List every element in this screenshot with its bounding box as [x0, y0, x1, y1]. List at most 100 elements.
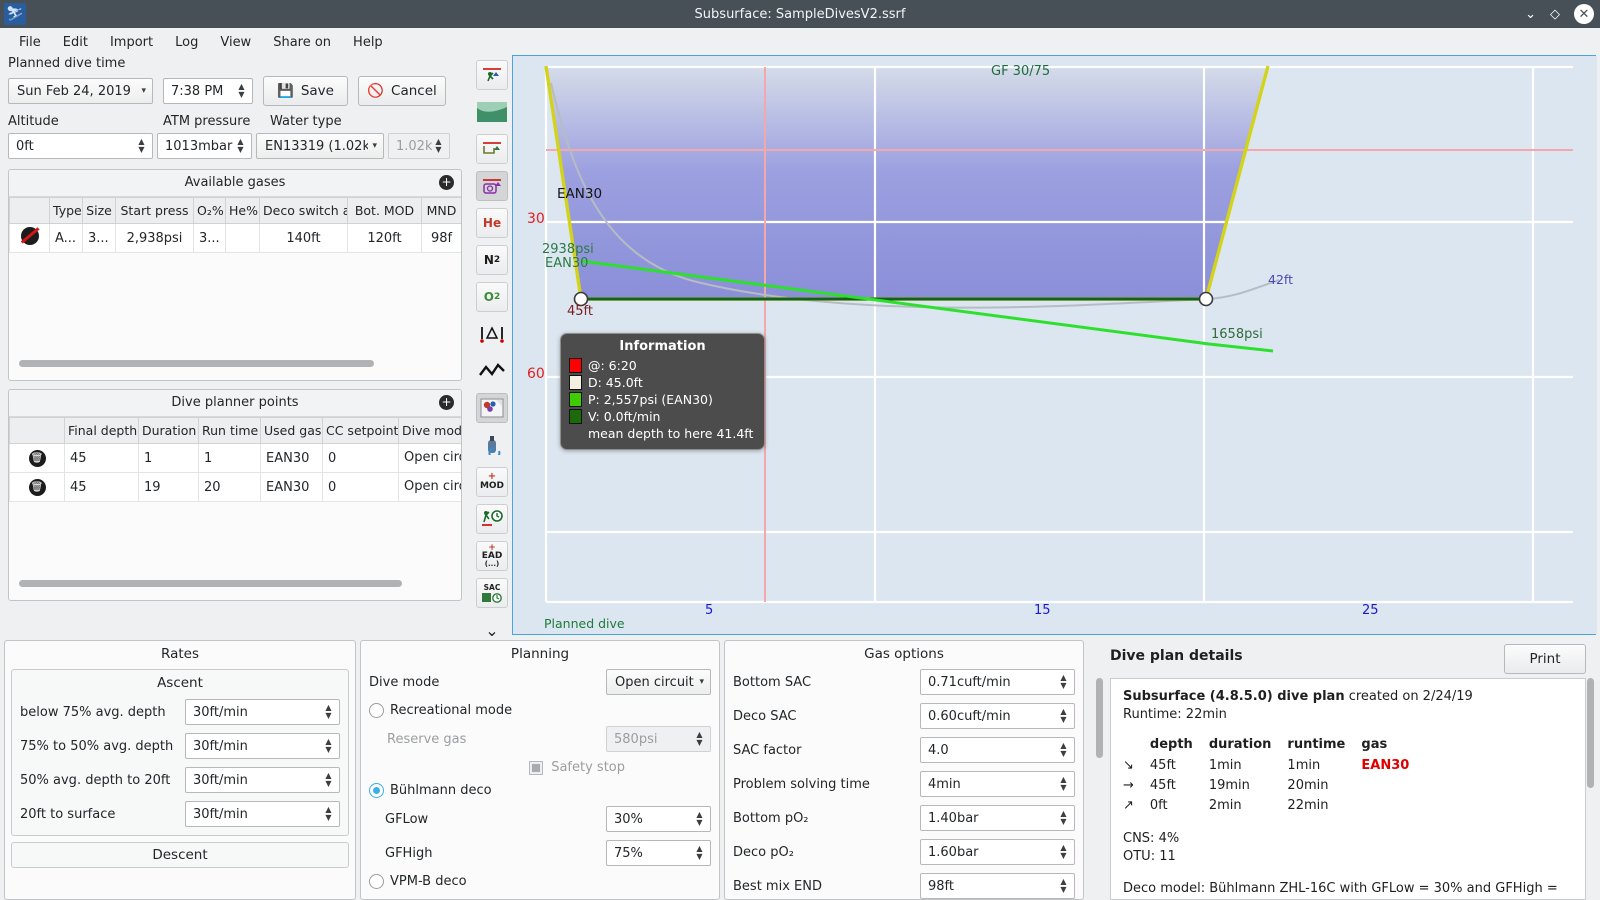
spinner-arrows-icon[interactable]: ▲ ▼ [237, 137, 244, 154]
cell-duration[interactable]: 1 [138, 443, 199, 473]
table-row[interactable]: A... 3... 2,938psi 3... 140ft 120ft 98f [9, 223, 461, 253]
col-run-time[interactable]: Run time [198, 417, 261, 444]
cell-he[interactable] [225, 223, 260, 253]
cell-used-gas[interactable]: EAN30 [260, 443, 323, 473]
planner-points-hscrollbar[interactable] [9, 579, 461, 588]
rate-20ft-to-surface-input[interactable]: 30ft/min ▲ ▼ [185, 801, 340, 827]
spinner-arrows-icon[interactable]: ▲ ▼ [325, 737, 332, 754]
sac-factor-input[interactable]: 4.0 ▲ ▼ [920, 737, 1075, 763]
deltas-icon[interactable] [476, 319, 508, 349]
bottom-po2-input[interactable]: 1.40bar ▲ ▼ [920, 805, 1075, 831]
dive-profile-icon[interactable] [476, 60, 508, 90]
col-icon[interactable] [9, 197, 50, 224]
spinner-arrows-icon[interactable]: ▲ ▼ [325, 703, 332, 720]
dive-time-spinbox[interactable]: 7:38 PM ▲ ▼ [163, 78, 253, 104]
sac-icon[interactable]: SAC [476, 578, 508, 608]
menu-share-on[interactable]: Share on [273, 34, 332, 50]
no-gas-icon[interactable] [9, 223, 50, 253]
cell-duration[interactable]: 19 [138, 472, 199, 502]
recreational-mode-radio[interactable] [369, 703, 384, 718]
col-mnd[interactable]: MND [421, 197, 461, 224]
best-mix-end-input[interactable]: 98ft ▲ ▼ [920, 873, 1075, 899]
spinner-arrows-icon[interactable]: ▲ ▼ [696, 844, 703, 861]
spinner-arrows-icon[interactable]: ▲ ▼ [1060, 843, 1067, 860]
tissue-graph-icon[interactable] [476, 356, 508, 386]
maximize-icon[interactable]: ◇ [1550, 6, 1560, 22]
col-deco-switch[interactable]: Deco switch at [259, 197, 348, 224]
spinner-arrows-icon[interactable]: ▲ ▼ [1060, 673, 1067, 690]
dive-mode-combo[interactable]: Open circuit ▾ [606, 669, 711, 695]
gflow-input[interactable]: 30% ▲ ▼ [606, 806, 711, 832]
col-dive-mode[interactable]: Dive mode [398, 417, 461, 444]
cell-type[interactable]: A... [49, 223, 83, 253]
rate-below-75-input[interactable]: 30ft/min ▲ ▼ [185, 699, 340, 725]
col-o2[interactable]: O₂% [193, 197, 226, 224]
cell-dive-mode[interactable]: Open circuit [398, 443, 461, 473]
atm-pressure-input[interactable]: 1013mbar ▲ ▼ [157, 133, 252, 159]
gfhigh-input[interactable]: 75% ▲ ▼ [606, 840, 711, 866]
save-button[interactable]: 💾 Save [263, 76, 348, 106]
spinner-arrows-icon[interactable]: ▲ ▼ [138, 137, 145, 154]
col-duration[interactable]: Duration [138, 417, 199, 444]
cell-start-press[interactable]: 2,938psi [115, 223, 194, 253]
cell-deco-switch[interactable]: 140ft [259, 223, 348, 253]
spinner-arrows-icon[interactable]: ▲ ▼ [325, 805, 332, 822]
cell-used-gas[interactable]: EAN30 [260, 472, 323, 502]
dc-ceiling-icon[interactable] [476, 171, 508, 201]
details-vscrollbar[interactable] [1096, 678, 1103, 900]
dive-date-combo[interactable]: Sun Feb 24, 2019 ▾ [8, 78, 153, 104]
details-outer-vscrollbar[interactable] [1587, 678, 1594, 900]
col-type[interactable]: Type [49, 197, 83, 224]
col-he[interactable]: He% [225, 197, 260, 224]
menu-help[interactable]: Help [353, 34, 383, 50]
menu-file[interactable]: File [19, 34, 41, 50]
bottom-sac-input[interactable]: 0.71cuft/min ▲ ▼ [920, 669, 1075, 695]
table-row[interactable]: 🗑 45 1 1 EAN30 0 Open circuit [9, 443, 461, 473]
print-button[interactable]: Print [1504, 644, 1586, 674]
problem-solving-time-input[interactable]: 4min ▲ ▼ [920, 771, 1075, 797]
col-bot-mod[interactable]: Bot. MOD [347, 197, 422, 224]
cell-dive-mode[interactable]: Open circuit [398, 472, 461, 502]
tank-icon[interactable] [476, 430, 508, 460]
cell-cc-setpoint[interactable]: 0 [322, 443, 399, 473]
deco-sac-input[interactable]: 0.60cuft/min ▲ ▼ [920, 703, 1075, 729]
table-row[interactable]: 🗑 45 19 20 EAN30 0 Open circuit [9, 472, 461, 502]
water-type-combo[interactable]: EN13319 (1.02k ▾ [256, 133, 384, 159]
cell-final-depth[interactable]: 45 [64, 443, 139, 473]
cell-run-time[interactable]: 1 [198, 443, 261, 473]
minimize-icon[interactable]: ⌄ [1525, 6, 1536, 22]
ceiling-icon[interactable] [476, 134, 508, 164]
spinner-arrows-icon[interactable]: ▲ ▼ [1060, 877, 1067, 894]
cell-size[interactable]: 3... [82, 223, 116, 253]
col-icon[interactable] [9, 417, 65, 444]
col-start-press[interactable]: Start press [115, 197, 194, 224]
spinner-arrows-icon[interactable]: ▲ ▼ [1060, 741, 1067, 758]
spinner-arrows-icon[interactable]: ▲ ▼ [696, 810, 703, 827]
heatmap-icon[interactable] [476, 97, 508, 127]
spinner-arrows-icon[interactable]: ▲ ▼ [1060, 809, 1067, 826]
ndl-icon[interactable] [476, 504, 508, 534]
ead-icon[interactable]: + EAD (...) [476, 541, 508, 571]
rate-75-to-50-input[interactable]: 30ft/min ▲ ▼ [185, 733, 340, 759]
vpmb-deco-radio[interactable] [369, 874, 384, 889]
menu-view[interactable]: View [220, 34, 252, 50]
menu-import[interactable]: Import [109, 34, 154, 50]
cell-cc-setpoint[interactable]: 0 [322, 472, 399, 502]
chevron-down-icon[interactable]: ⌄ [485, 620, 499, 640]
cancel-button[interactable]: 🚫 Cancel [358, 76, 446, 106]
cell-mnd[interactable]: 98f [421, 223, 461, 253]
cell-o2[interactable]: 3... [193, 223, 226, 253]
mod-icon[interactable]: + MOD [476, 467, 508, 497]
spinner-arrows-icon[interactable]: ▲ ▼ [238, 82, 245, 99]
spinner-arrows-icon[interactable]: ▲ ▼ [1060, 775, 1067, 792]
close-icon[interactable]: ✕ [1574, 4, 1594, 24]
photos-icon[interactable] [476, 393, 508, 423]
helium-icon[interactable]: He [476, 208, 508, 238]
col-used-gas[interactable]: Used gas [260, 417, 323, 444]
col-cc-setpoint[interactable]: CC setpoint [322, 417, 399, 444]
deco-po2-input[interactable]: 1.60bar ▲ ▼ [920, 839, 1075, 865]
trash-icon[interactable]: 🗑 [9, 472, 65, 502]
menu-edit[interactable]: Edit [62, 34, 88, 50]
